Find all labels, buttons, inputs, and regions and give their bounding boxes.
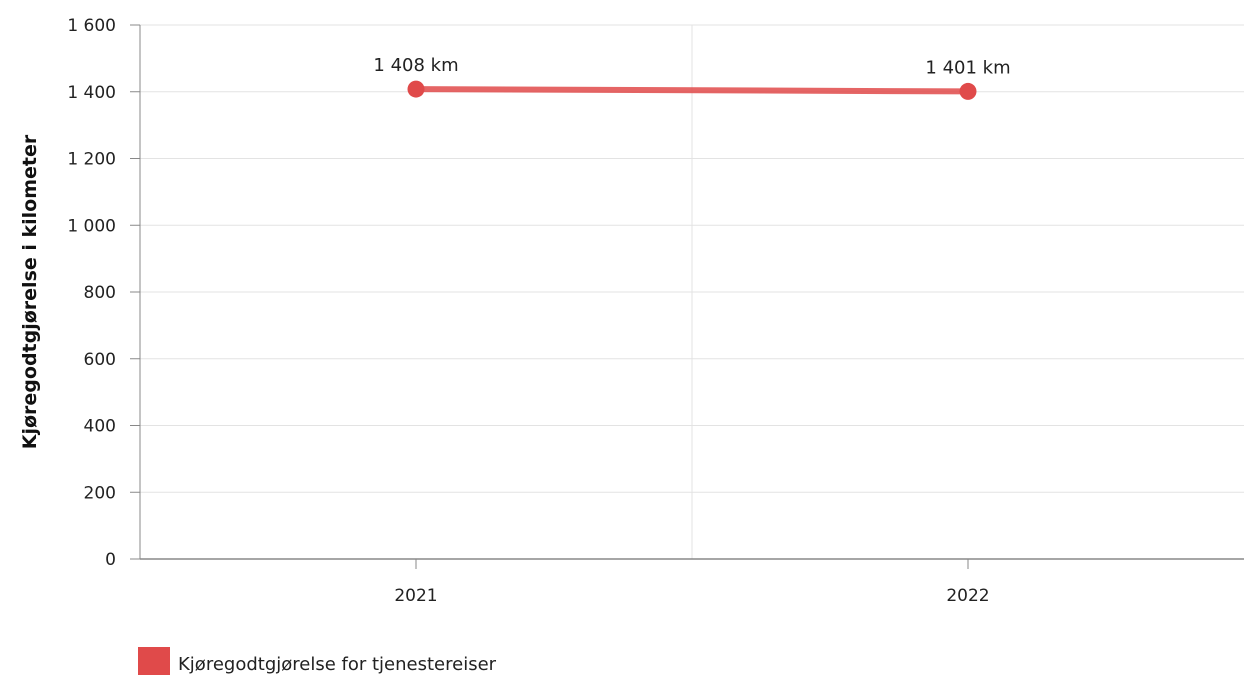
data-label: 1 408 km bbox=[373, 55, 458, 76]
y-tick-label: 200 bbox=[84, 483, 116, 503]
y-tick-label: 0 bbox=[105, 550, 116, 570]
y-tick-label: 1 600 bbox=[67, 16, 116, 36]
legend: Kjøregodtgjørelse for tjenestereiser bbox=[138, 647, 497, 675]
series bbox=[407, 80, 977, 100]
x-tick-label: 2021 bbox=[394, 586, 437, 606]
y-axis-title: Kjøregodtgjørelse i kilometer bbox=[19, 134, 41, 449]
y-tick-label: 600 bbox=[84, 350, 116, 370]
y-axis-ticks: 0 200 400 600 800 1 000 1 200 1 400 1 600 bbox=[67, 16, 140, 570]
grid-lines bbox=[140, 24, 1244, 559]
legend-label[interactable]: Kjøregodtgjørelse for tjenestereiser bbox=[178, 654, 497, 675]
legend-swatch[interactable] bbox=[138, 647, 170, 675]
y-tick-label: 400 bbox=[84, 417, 116, 437]
x-tick-label: 2022 bbox=[946, 586, 989, 606]
y-tick-label: 1 000 bbox=[67, 216, 116, 236]
y-tick-label: 1 200 bbox=[67, 150, 116, 170]
series-line bbox=[413, 86, 971, 95]
data-label: 1 401 km bbox=[925, 57, 1010, 78]
data-point[interactable] bbox=[959, 82, 977, 100]
x-axis-ticks: 2021 2022 bbox=[394, 559, 990, 606]
data-labels: 1 408 km 1 401 km bbox=[373, 55, 1010, 78]
y-tick-label: 800 bbox=[84, 283, 116, 303]
data-point[interactable] bbox=[407, 80, 425, 98]
y-tick-label: 1 400 bbox=[67, 83, 116, 103]
